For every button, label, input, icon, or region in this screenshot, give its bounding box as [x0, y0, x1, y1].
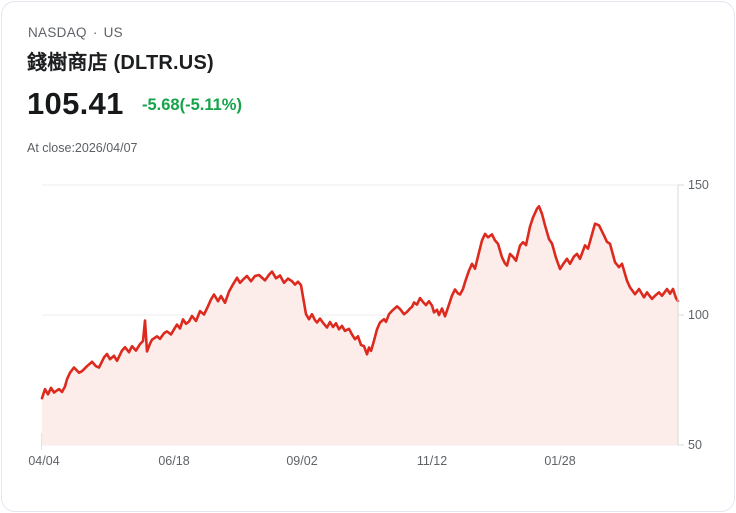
- price-change: -5.68(-5.11%): [142, 96, 242, 114]
- y-tick-label: 100: [688, 308, 709, 322]
- as-of-timestamp: At close:2026/04/07: [27, 141, 138, 155]
- price-line: [40, 205, 680, 400]
- dot-separator: ·: [92, 25, 98, 40]
- stock-title: 錢樹商店 (DLTR.US): [27, 52, 214, 74]
- market-line: NASDAQ · US: [28, 25, 123, 40]
- x-tick-label: 11/12: [416, 454, 448, 468]
- region-label: US: [103, 25, 123, 40]
- y-tick-label: 150: [688, 178, 709, 192]
- exchange-label: NASDAQ: [28, 25, 87, 40]
- last-price: 105.41: [27, 86, 124, 121]
- x-tick-label: 01/28: [544, 454, 576, 468]
- price-area: [42, 206, 678, 445]
- y-tick-label: 50: [688, 438, 702, 452]
- x-tick-label: 09/02: [286, 454, 318, 468]
- x-tick-label: 06/18: [158, 454, 190, 468]
- y-axis-line: [41, 184, 684, 450]
- x-tick-label: 04/04: [28, 454, 60, 468]
